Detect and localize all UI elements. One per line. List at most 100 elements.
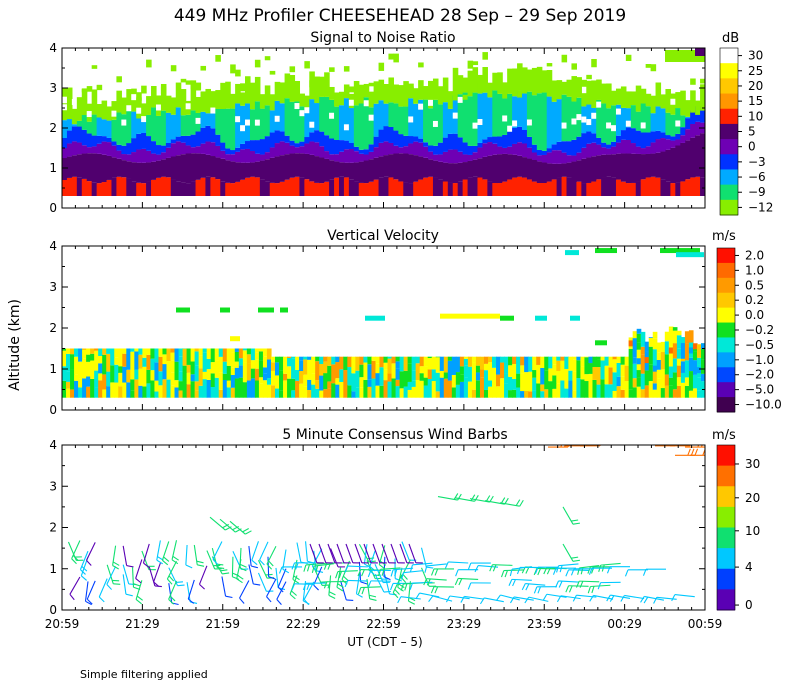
snr-cell: [343, 84, 350, 99]
wind-barb: [570, 568, 594, 576]
vv-cell: [588, 363, 594, 374]
snr-cell: [645, 177, 652, 196]
colorbar-label: 0.5: [745, 278, 764, 292]
vv-cell: [600, 360, 606, 380]
vv-cell: [636, 370, 642, 378]
snr-cell: [383, 103, 390, 127]
colorbar-label: 10: [748, 109, 763, 123]
snr-cell: [264, 181, 271, 196]
snr-cell: [101, 154, 108, 183]
snr-cell: [457, 151, 464, 163]
wind-barb: [685, 445, 705, 448]
snr-cell: [403, 81, 409, 107]
vv-cell: [648, 337, 654, 338]
colorbar-label: −3: [748, 155, 766, 169]
vv-cell: [632, 363, 638, 379]
snr-cell: [418, 103, 424, 110]
wind-barb: [620, 594, 645, 602]
snr-cell: [111, 119, 118, 142]
vv-cell: [307, 359, 312, 380]
snr-cell: [215, 90, 221, 109]
vv-cell: [455, 384, 461, 398]
snr-cell: [220, 142, 226, 151]
wind-barb: [318, 543, 333, 564]
snr-cell: [146, 59, 152, 68]
snr-cell: [151, 179, 157, 196]
vv-cell: [299, 371, 304, 384]
vv-cell: [560, 356, 565, 361]
wind-barb: [142, 543, 150, 568]
colorbar-swatch: [720, 199, 738, 216]
vv-cell: [82, 348, 87, 350]
vv-cell: [668, 366, 674, 378]
vv-cell: [648, 337, 654, 347]
snr-cell: [205, 88, 211, 114]
snr-cell: [517, 176, 523, 196]
vv-cell: [126, 369, 131, 383]
vv-cell: [411, 380, 417, 387]
vv-cell: [612, 356, 618, 360]
snr-cell: [235, 83, 241, 104]
snr-cell: [245, 141, 251, 149]
snr-cell: [373, 81, 380, 104]
snr-cell: [398, 85, 404, 107]
vv-cell: [592, 379, 598, 398]
snr-cell: [91, 182, 98, 196]
snr-cell: [235, 147, 241, 152]
vv-cell: [403, 356, 409, 371]
snr-cell: [215, 157, 221, 180]
snr-cell: [467, 60, 474, 69]
snr-cell: [660, 132, 667, 139]
snr-cell: [507, 93, 513, 132]
snr-cell: [264, 105, 271, 137]
vv-cell: [684, 377, 690, 386]
snr-cell: [111, 110, 118, 117]
snr-cell: [640, 122, 647, 129]
snr-cell: [695, 48, 705, 56]
snr-cell: [96, 183, 103, 196]
vv-cell: [122, 366, 127, 383]
y-tick-label: 1: [49, 161, 57, 175]
vv-cell: [688, 330, 694, 343]
snr-cell: [492, 143, 498, 155]
vv-cell: [74, 356, 79, 375]
snr-cell: [596, 137, 602, 145]
vv-cell: [250, 360, 256, 369]
snr-cell: [467, 96, 474, 146]
colorbar-swatch: [717, 382, 735, 398]
snr-cell: [284, 73, 291, 99]
snr-cell: [254, 161, 261, 178]
snr-cell: [640, 103, 647, 133]
snr-cell: [304, 95, 310, 110]
snr-cell: [76, 120, 83, 127]
snr-cell: [447, 108, 454, 134]
colorbar-label: 5: [748, 125, 756, 139]
vv-cell: [371, 378, 377, 398]
vv-cell: [624, 381, 630, 398]
vv-cell: [78, 387, 83, 398]
colorbar-swatch: [717, 322, 735, 338]
snr-cell: [660, 151, 667, 180]
snr-cell: [512, 120, 518, 127]
snr-cell: [650, 142, 657, 154]
snr-cell: [497, 154, 503, 184]
snr-cell: [170, 114, 177, 140]
snr-cell: [106, 137, 113, 143]
snr-cell: [566, 162, 573, 178]
snr-cell: [611, 90, 617, 106]
vv-cell: [134, 351, 139, 370]
snr-cell: [230, 93, 236, 109]
snr-cell: [279, 103, 286, 132]
wind-barb: [248, 564, 261, 586]
snr-cell: [521, 129, 528, 144]
snr-cell: [121, 145, 127, 155]
snr-cell: [606, 144, 612, 149]
vv-cell: [451, 374, 457, 388]
vv-cell: [580, 356, 586, 367]
y-tick-label: 4: [49, 438, 57, 452]
snr-cell: [348, 179, 355, 196]
snr-cell: [388, 102, 394, 127]
vv-cell: [560, 380, 565, 398]
vv-cell: [150, 358, 156, 371]
vv-cell: [552, 356, 557, 365]
